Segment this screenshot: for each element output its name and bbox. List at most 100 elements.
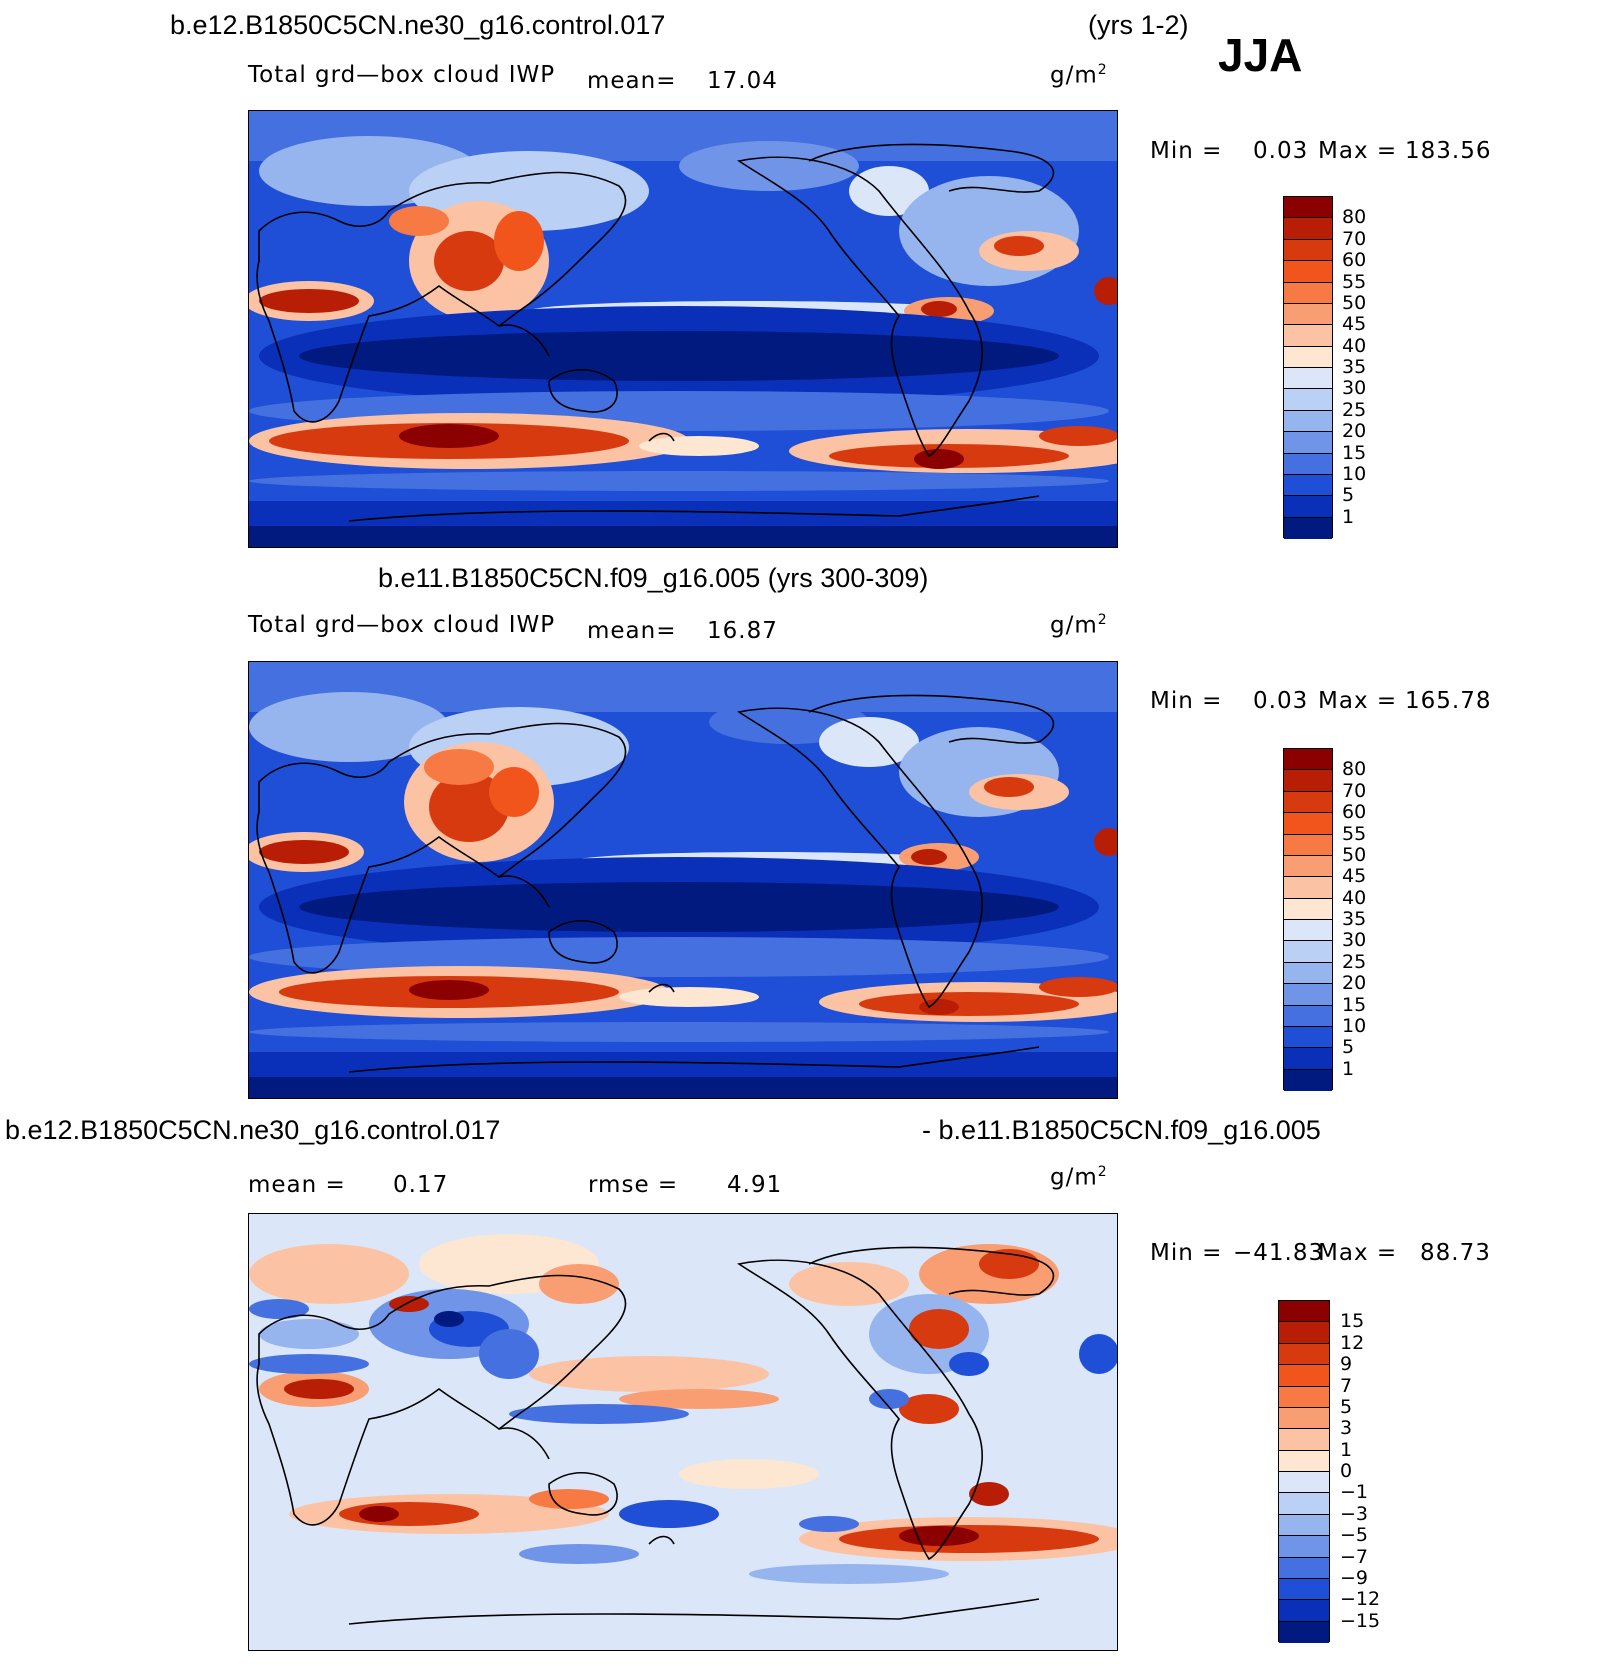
colorbar-swatch [1279,1578,1329,1601]
colorbar-swatch [1279,1493,1329,1515]
colorbar-swatch [1279,1450,1329,1472]
panel3-max-value: 88.73 [1420,1240,1491,1266]
colorbar-tick-label: 10 [1342,1014,1367,1037]
colorbar-tick-label: 15 [1342,993,1367,1016]
panel1-units: g/m2 [1050,62,1108,89]
colorbar-swatch [1284,432,1332,454]
panel2-mean-value: 16.87 [707,618,778,644]
colorbar-tick-label: 5 [1342,484,1355,507]
colorbar-tick-label: −3 [1340,1502,1369,1525]
panel3-units: g/m2 [1050,1164,1108,1191]
colorbar-tick-label: 1 [1340,1438,1353,1461]
panel3-mean-label: mean = [248,1172,346,1198]
panel3-mean-value: 0.17 [393,1172,449,1198]
colorbar-swatch [1284,239,1332,262]
colorbar-swatch [1284,920,1332,942]
panel2-mean-label: mean= [587,618,677,644]
panel1-max-value: 183.56 [1405,138,1492,164]
colorbar-swatch [1284,984,1332,1006]
colorbar-tick-label: 25 [1342,950,1367,973]
panel3-min-label: Min = [1150,1240,1223,1266]
colorbar-tick-label: 3 [1340,1417,1353,1440]
panel3-map [248,1213,1118,1651]
colorbar-swatch [1284,218,1332,240]
colorbar-tick-label: 40 [1342,334,1367,357]
colorbar-tick-label: −1 [1340,1481,1369,1504]
panel1-map [248,110,1118,548]
panel3-min-value: −41.83 [1233,1240,1325,1266]
panel2-colorbar [1283,748,1333,1091]
colorbar-swatch [1284,474,1332,497]
colorbar-tick-label: 60 [1342,801,1367,824]
panel2-max-label: Max = [1318,688,1398,714]
colorbar-swatch [1284,261,1332,283]
colorbar-swatch [1279,1514,1329,1537]
colorbar-swatch [1284,410,1332,433]
colorbar-swatch [1279,1557,1329,1579]
panel3-max-label: Max = [1318,1240,1398,1266]
panel1-colorbar [1283,196,1333,539]
colorbar-swatch [1279,1600,1329,1622]
colorbar-swatch [1279,1536,1329,1558]
panel1-mean-value: 17.04 [707,68,778,94]
colorbar-swatch [1284,962,1332,985]
colorbar-swatch [1284,877,1332,899]
colorbar-tick-label: 30 [1342,377,1367,400]
colorbar-swatch [1284,453,1332,475]
panel3-colorbar [1278,1300,1330,1643]
colorbar-tick-label: −9 [1340,1566,1369,1589]
colorbar-swatch [1284,855,1332,878]
colorbar-swatch [1279,1472,1329,1494]
colorbar-tick-label: 70 [1342,779,1367,802]
panel2-min-label: Min = [1150,688,1223,714]
colorbar-tick-label: 40 [1342,886,1367,909]
colorbar-swatch [1279,1429,1329,1451]
colorbar-swatch [1279,1407,1329,1430]
colorbar-swatch [1284,303,1332,326]
colorbar-tick-label: 9 [1340,1353,1353,1376]
colorbar-swatch [1284,791,1332,814]
panel3-title-left: b.e12.B1850C5CN.ne30_g16.control.017 [5,1115,501,1145]
colorbar-tick-label: 20 [1342,420,1367,443]
colorbar-tick-label: 20 [1342,972,1367,995]
colorbar-tick-label: 35 [1342,908,1367,930]
colorbar-tick-label: −7 [1340,1545,1369,1568]
panel2-map [248,661,1118,1099]
panel2-variable: Total grd—box cloud IWP [248,612,556,638]
colorbar-tick-label: 60 [1342,249,1367,272]
colorbar-tick-label: 55 [1342,822,1367,845]
colorbar-tick-label: 80 [1342,206,1367,229]
colorbar-swatch [1284,1005,1332,1027]
colorbar-tick-label: 55 [1342,270,1367,293]
colorbar-tick-label: 7 [1340,1374,1353,1397]
colorbar-swatch [1279,1301,1329,1323]
panel3-title-right: - b.e11.B1850C5CN.f09_g16.005 [922,1115,1321,1145]
colorbar-tick-label: 1 [1342,1057,1355,1080]
colorbar-tick-label: 45 [1342,865,1367,888]
colorbar-tick-label: 50 [1342,291,1367,314]
colorbar-swatch [1284,1026,1332,1049]
colorbar-swatch [1284,834,1332,856]
colorbar-tick-label: 15 [1340,1310,1365,1333]
season-label: JJA [1218,29,1303,81]
colorbar-swatch [1284,941,1332,963]
panel3-rmse-label: rmse = [588,1172,679,1198]
colorbar-swatch [1284,389,1332,411]
panel2-max-value: 165.78 [1405,688,1492,714]
colorbar-tick-label: 50 [1342,843,1367,866]
panel1-mean-label: mean= [587,68,677,94]
panel2-title: b.e11.B1850C5CN.f09_g16.005 (yrs 300-309… [378,563,929,593]
panel1-max-label: Max = [1318,138,1398,164]
panel2-units: g/m2 [1050,612,1108,639]
colorbar-swatch [1284,197,1332,219]
colorbar-swatch [1284,325,1332,347]
colorbar-tick-label: 5 [1342,1036,1355,1059]
colorbar-tick-label: −15 [1340,1609,1381,1632]
panel3-rmse-value: 4.91 [727,1172,783,1198]
colorbar-swatch [1284,770,1332,792]
colorbar-tick-label: 15 [1342,441,1367,464]
colorbar-tick-label: 35 [1342,356,1367,378]
colorbar-swatch [1284,346,1332,368]
colorbar-swatch [1279,1621,1329,1643]
panel1-min-value: 0.03 [1253,138,1309,164]
